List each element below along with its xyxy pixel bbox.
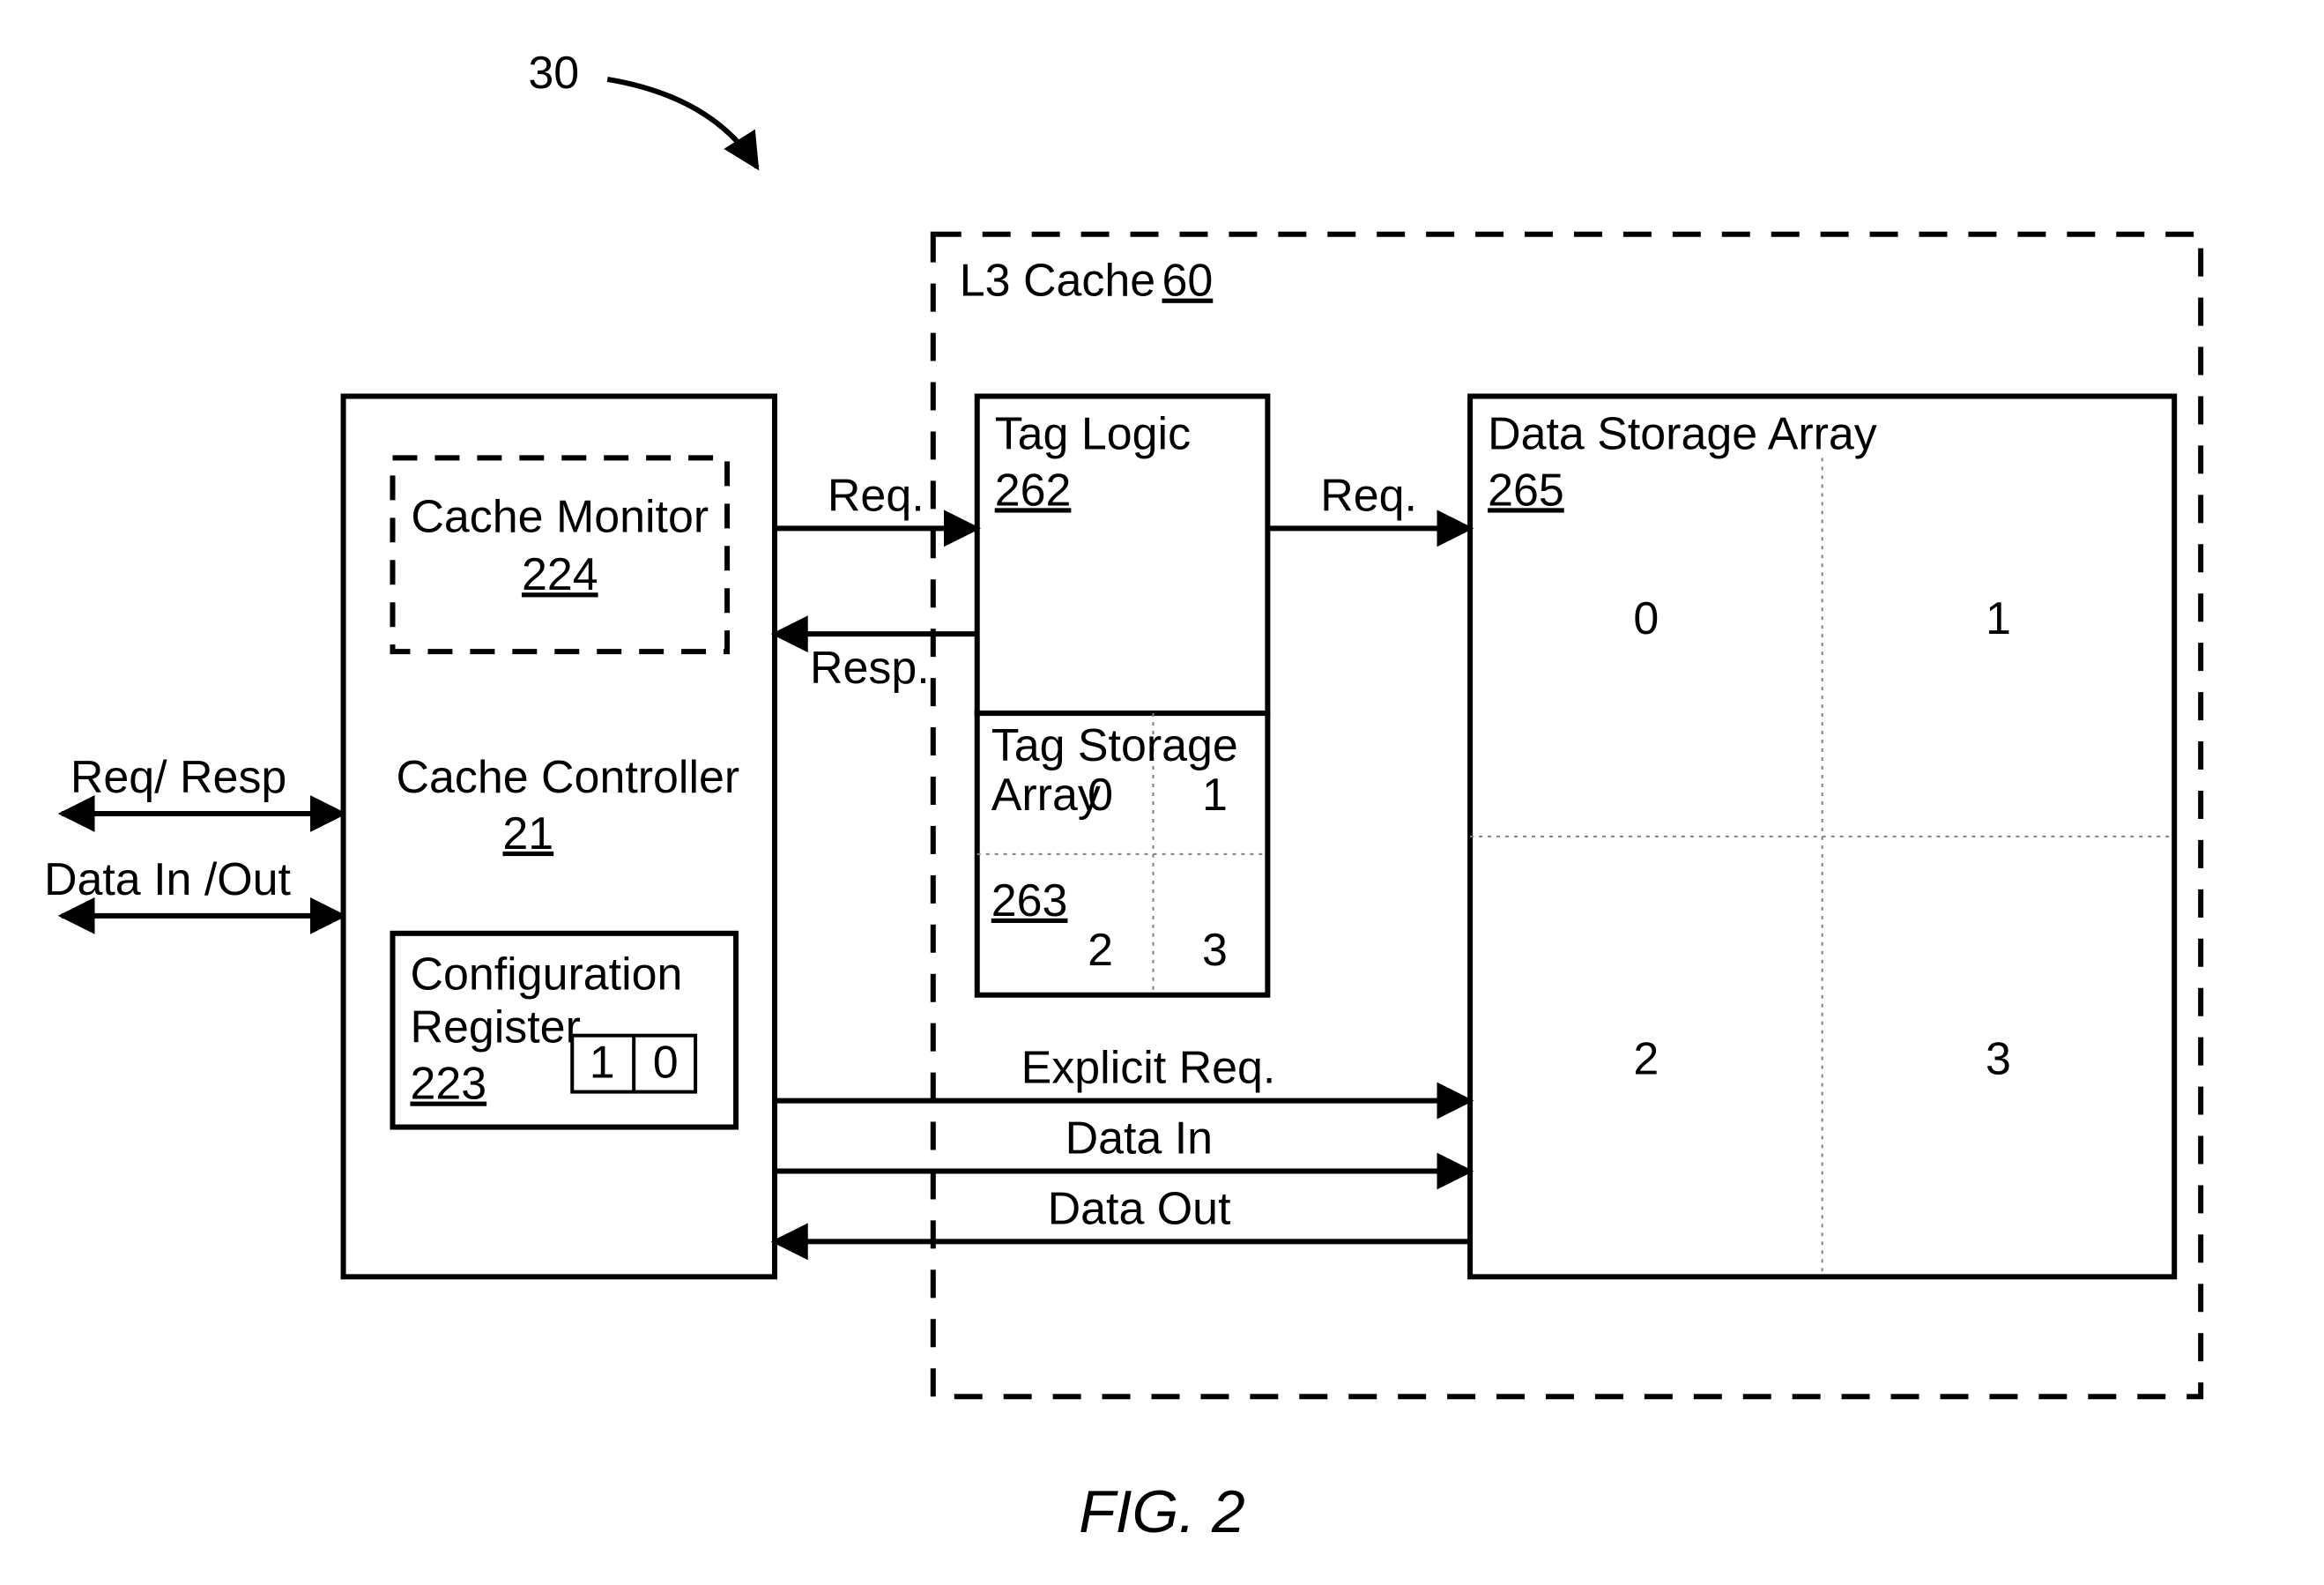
data-cell-3: 3 <box>1986 1034 2011 1085</box>
figure-title: FIG. 2 <box>1079 1479 1245 1545</box>
data-out-label: Data Out <box>1048 1183 1231 1234</box>
explicit-req-label: Explicit Req. <box>1021 1043 1276 1094</box>
tag-logic-title: Tag Logic <box>995 408 1191 459</box>
req-label-1: Req. <box>828 470 924 521</box>
l3-cache-ref: 60 <box>1162 256 1214 307</box>
tag-logic-ref: 262 <box>995 465 1072 516</box>
config-register-title1: Configuration <box>410 949 682 1001</box>
data-in-label: Data In <box>1065 1113 1213 1165</box>
data-cell-2: 2 <box>1633 1034 1659 1085</box>
config-register-ref: 223 <box>410 1059 486 1110</box>
diagram-canvas: 30 Req/ Resp Data In /Out Cache Controll… <box>0 0 2324 1585</box>
config-bit-0: 0 <box>653 1038 679 1089</box>
tag-storage-title2: Array <box>991 770 1101 821</box>
req-resp-label: Req/ Resp <box>71 752 286 803</box>
data-io-label: Data In /Out <box>44 854 292 905</box>
tag-storage-ref: 263 <box>991 875 1068 926</box>
req-label-2: Req. <box>1320 470 1417 521</box>
config-bit-1: 1 <box>590 1038 615 1089</box>
resp-label: Resp. <box>810 643 930 694</box>
figure-ref-number: 30 <box>528 48 579 99</box>
data-storage-title: Data Storage Array <box>1488 408 1877 459</box>
cache-monitor-title: Cache Monitor <box>411 491 709 542</box>
cache-controller-title: Cache Controller <box>396 752 739 803</box>
config-register-title2: Register <box>410 1002 580 1053</box>
tag-cell-3: 3 <box>1202 925 1228 976</box>
tag-cell-1: 1 <box>1202 770 1228 821</box>
cache-monitor-ref: 224 <box>522 549 598 600</box>
data-cell-1: 1 <box>1986 593 2011 644</box>
cache-controller-ref: 21 <box>502 808 553 859</box>
tag-cell-2: 2 <box>1088 925 1113 976</box>
data-cell-0: 0 <box>1633 593 1659 644</box>
tag-cell-0: 0 <box>1088 770 1113 821</box>
data-storage-ref: 265 <box>1488 465 1564 516</box>
tag-storage-title1: Tag Storage <box>991 720 1238 771</box>
l3-cache-label: L3 Cache <box>960 256 1155 307</box>
figure-pointer-arrow <box>607 79 757 167</box>
